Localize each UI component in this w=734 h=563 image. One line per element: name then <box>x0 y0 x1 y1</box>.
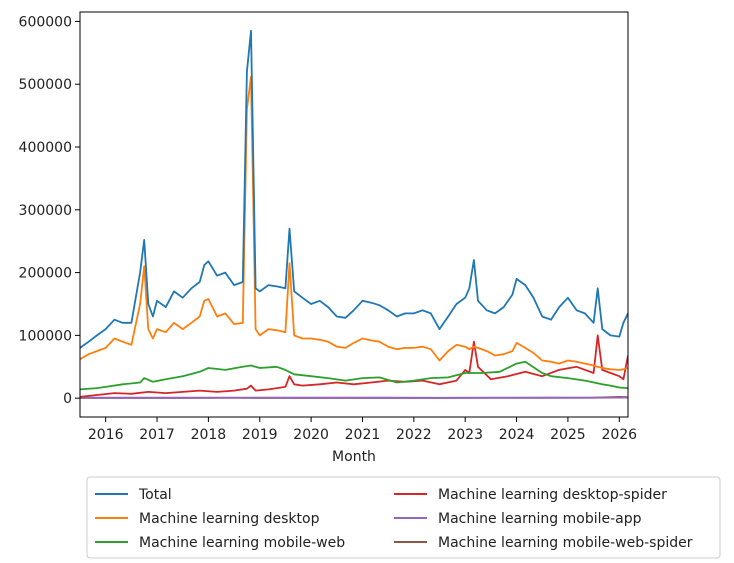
x-tick-label: 2023 <box>447 427 483 443</box>
y-tick-label: 200000 <box>19 266 72 282</box>
axes-frame <box>79 11 629 418</box>
series-line-machine-learning-mobile-web <box>80 360 628 391</box>
x-tick-label: 2026 <box>601 427 637 443</box>
series-line-machine-learning-desktop-spider <box>80 334 628 398</box>
y-axis: 0 100000 200000 300000 400000 500000 600000 <box>19 14 80 407</box>
legend-label: Machine learning mobile-web <box>139 535 345 551</box>
x-tick-label: 2019 <box>242 427 278 443</box>
series-line-total <box>80 29 628 349</box>
x-tick-label: 2025 <box>550 427 586 443</box>
x-tick-label: 2021 <box>345 427 381 443</box>
y-tick-label: 0 <box>63 391 72 407</box>
y-tick-label: 600000 <box>19 14 72 30</box>
x-tick-label: 2022 <box>396 427 432 443</box>
legend-label: Machine learning mobile-web-spider <box>438 535 693 551</box>
y-tick-label: 300000 <box>19 203 72 219</box>
x-tick-label: 2024 <box>499 427 535 443</box>
series-line-machine-learning-desktop <box>80 75 628 371</box>
y-tick-label: 400000 <box>19 140 72 156</box>
plot-lines <box>80 29 628 399</box>
x-axis-label: Month <box>332 449 376 465</box>
x-tick-label: 2020 <box>293 427 329 443</box>
legend-label: Total <box>138 487 172 503</box>
x-axis: 2016 2017 2018 2019 2020 2021 2022 2023 2024 2025… <box>88 417 637 443</box>
x-tick-label: 2016 <box>88 427 124 443</box>
y-tick-label: 100000 <box>19 328 72 344</box>
y-tick-label: 500000 <box>19 77 72 93</box>
legend-label: Machine learning desktop-spider <box>438 487 667 503</box>
legend: Total Machine learning desktop Machine lea… <box>86 476 721 559</box>
x-tick-label: 2018 <box>191 427 227 443</box>
x-tick-label: 2017 <box>139 427 175 443</box>
legend-label: Machine learning desktop <box>139 511 320 527</box>
legend-label: Machine learning mobile-app <box>438 511 642 527</box>
